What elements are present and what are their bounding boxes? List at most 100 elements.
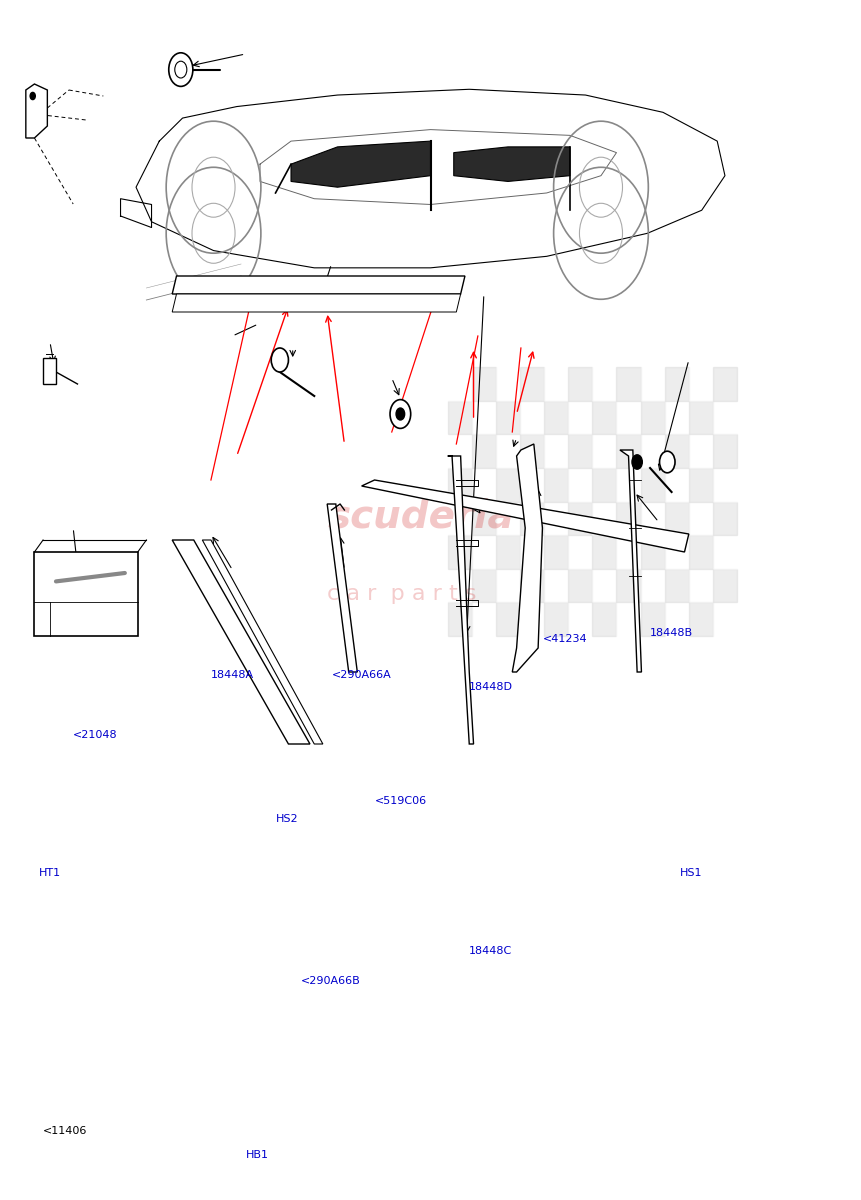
Bar <box>496 569 520 602</box>
Bar <box>641 535 665 569</box>
Bar <box>665 401 689 434</box>
Polygon shape <box>26 84 47 138</box>
Bar <box>713 468 737 502</box>
Bar <box>448 535 472 569</box>
Polygon shape <box>172 294 461 312</box>
Circle shape <box>660 451 675 473</box>
Bar <box>592 367 616 401</box>
Bar <box>496 535 520 569</box>
Text: c a r  p a r t s: c a r p a r t s <box>327 584 477 604</box>
Bar <box>496 401 520 434</box>
Polygon shape <box>291 142 430 187</box>
Bar <box>472 535 496 569</box>
Bar <box>592 434 616 468</box>
Bar <box>448 569 472 602</box>
Bar <box>496 468 520 502</box>
Text: <11406: <11406 <box>43 1126 88 1136</box>
Bar <box>544 434 568 468</box>
Bar <box>641 367 665 401</box>
Circle shape <box>390 400 411 428</box>
Bar <box>496 367 520 401</box>
Polygon shape <box>327 504 357 672</box>
Bar <box>568 367 592 401</box>
Bar <box>520 367 544 401</box>
Bar <box>665 468 689 502</box>
Polygon shape <box>362 480 689 552</box>
Bar <box>544 569 568 602</box>
Bar <box>713 569 737 602</box>
Bar <box>665 602 689 636</box>
Bar <box>520 602 544 636</box>
Bar <box>568 468 592 502</box>
Bar <box>448 502 472 535</box>
Bar <box>616 367 641 401</box>
Circle shape <box>396 408 405 420</box>
Circle shape <box>175 61 187 78</box>
Bar <box>448 434 472 468</box>
Bar <box>713 367 737 401</box>
Bar <box>713 434 737 468</box>
Bar <box>592 569 616 602</box>
Bar <box>544 535 568 569</box>
Text: scuderia: scuderia <box>327 498 514 536</box>
Text: 18448C: 18448C <box>469 946 512 956</box>
Polygon shape <box>172 540 310 744</box>
Bar <box>568 602 592 636</box>
Bar <box>641 434 665 468</box>
Bar <box>616 535 641 569</box>
Bar <box>496 602 520 636</box>
Polygon shape <box>620 450 641 672</box>
Text: <290A66A: <290A66A <box>331 670 391 680</box>
Bar <box>568 401 592 434</box>
Text: 18448A: 18448A <box>211 670 254 680</box>
Bar <box>496 434 520 468</box>
Bar <box>689 535 713 569</box>
Bar <box>689 468 713 502</box>
Text: HT1: HT1 <box>39 868 61 878</box>
Bar <box>520 569 544 602</box>
Bar <box>520 502 544 535</box>
Bar <box>472 502 496 535</box>
Bar <box>665 569 689 602</box>
Bar <box>641 502 665 535</box>
Bar <box>689 569 713 602</box>
Text: 18448B: 18448B <box>650 628 693 638</box>
Bar <box>689 401 713 434</box>
Bar <box>43 358 56 384</box>
Bar <box>641 569 665 602</box>
Bar <box>520 401 544 434</box>
Bar <box>472 367 496 401</box>
Circle shape <box>632 455 642 469</box>
Bar <box>448 367 472 401</box>
Bar <box>568 569 592 602</box>
Bar <box>592 602 616 636</box>
Bar <box>544 602 568 636</box>
Bar <box>689 434 713 468</box>
Text: <41234: <41234 <box>542 634 587 644</box>
Bar <box>496 502 520 535</box>
Bar <box>616 434 641 468</box>
Bar <box>472 401 496 434</box>
Bar <box>713 535 737 569</box>
Text: HS2: HS2 <box>276 814 298 824</box>
Bar <box>544 401 568 434</box>
Polygon shape <box>512 444 542 672</box>
Bar <box>713 502 737 535</box>
Bar <box>448 468 472 502</box>
Bar <box>616 569 641 602</box>
Bar <box>641 401 665 434</box>
Bar <box>568 502 592 535</box>
Bar <box>448 401 472 434</box>
Polygon shape <box>202 540 323 744</box>
Text: <519C06: <519C06 <box>375 796 427 806</box>
Bar <box>641 468 665 502</box>
Bar <box>544 367 568 401</box>
Bar <box>665 367 689 401</box>
Text: <290A66B: <290A66B <box>301 976 361 986</box>
Circle shape <box>30 92 35 100</box>
Bar <box>472 569 496 602</box>
Polygon shape <box>172 276 465 294</box>
Bar <box>665 434 689 468</box>
Polygon shape <box>454 146 570 181</box>
Bar <box>713 401 737 434</box>
